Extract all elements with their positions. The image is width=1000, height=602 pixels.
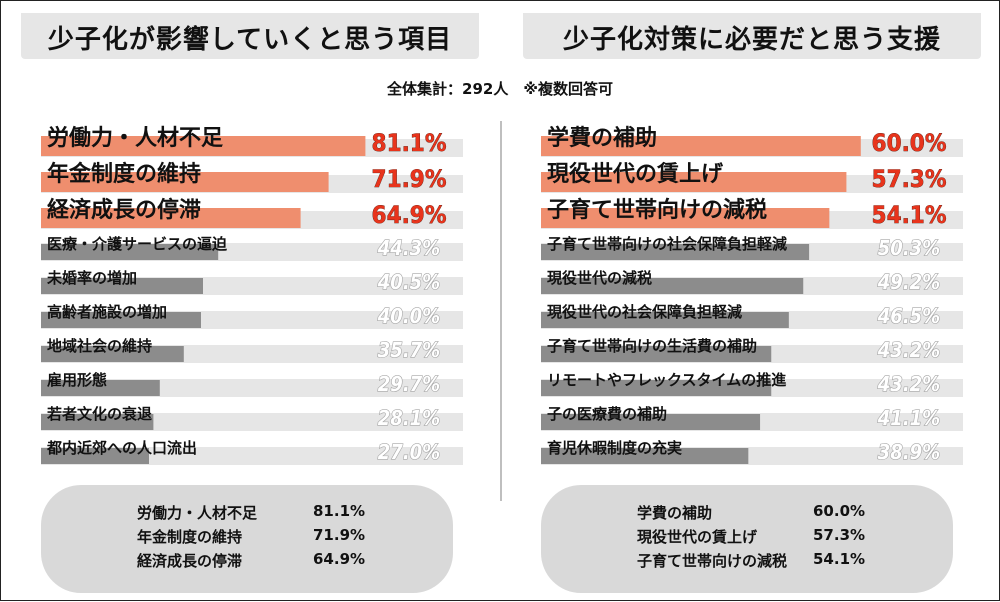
category-label: 若者文化の衰退 <box>46 405 152 423</box>
left-summary-label: 労働力・人材不足 <box>137 504 258 522</box>
bar <box>541 278 804 294</box>
category-label: 子育て世帯向けの社会保障負担軽減 <box>547 235 787 253</box>
category-label: 子の医療費の補助 <box>547 405 667 423</box>
right-summary-label: 学費の補助 <box>637 504 713 522</box>
value-label: 27.0% <box>378 440 440 464</box>
bar <box>41 346 184 362</box>
panel-divider <box>500 121 502 501</box>
value-label: 44.3% <box>377 236 440 260</box>
left-summary-row: 経済成長の停滞 64.9% <box>137 550 417 570</box>
category-label: 現役世代の賃上げ <box>547 162 724 187</box>
right-summary-row: 現役世代の賃上げ 57.3% <box>637 526 917 546</box>
category-label: 年金制度の維持 <box>47 161 201 187</box>
bar <box>541 244 810 260</box>
category-label: リモートやフレックスタイムの推進 <box>547 371 787 389</box>
right-summary-label: 現役世代の賃上げ <box>637 528 758 546</box>
bar <box>541 346 772 362</box>
category-label: 子育て世帯向けの生活費の補助 <box>547 337 757 355</box>
left-summary-label: 経済成長の停滞 <box>137 552 243 570</box>
left-summary-value: 71.9% <box>313 526 366 544</box>
value-label: 28.1% <box>378 406 440 430</box>
value-label: 43.2% <box>877 372 940 396</box>
right-summary-row: 子育て世帯向けの減税 54.1% <box>637 550 917 570</box>
right-summary-value: 54.1% <box>813 550 866 568</box>
bar <box>41 278 203 294</box>
survey-note: 全体集計：292人 ※複数回答可 <box>387 80 613 98</box>
value-label: 46.5% <box>877 304 940 328</box>
right-summary-value: 60.0% <box>813 502 866 520</box>
left-summary-row: 年金制度の維持 71.9% <box>137 526 417 546</box>
category-label: 未婚率の増加 <box>46 269 137 287</box>
bar <box>41 448 149 464</box>
right-panel-title-text: 少子化対策に必要だと思う支援 <box>562 25 941 55</box>
left-summary-label: 年金制度の維持 <box>137 528 243 546</box>
right-summary-box: 学費の補助 60.0% 現役世代の賃上げ 57.3% 子育て世帯向けの減税 54.1% <box>541 485 953 593</box>
value-label: 54.1% <box>872 201 947 229</box>
value-label: 40.5% <box>377 270 440 294</box>
value-label: 81.1% <box>372 129 447 157</box>
left-panel-title-text: 少子化が影響していくと思う項目 <box>47 25 453 55</box>
category-label: 地域社会の維持 <box>47 337 152 355</box>
value-label: 71.9% <box>372 165 447 193</box>
bar <box>41 414 154 430</box>
bar <box>41 244 219 260</box>
bar <box>541 414 761 430</box>
bar <box>541 448 749 464</box>
category-label: 労働力・人材不足 <box>47 125 223 151</box>
bar <box>541 380 772 396</box>
bar <box>541 172 847 192</box>
bar <box>41 380 160 396</box>
value-label: 57.3% <box>872 165 947 193</box>
value-label: 49.2% <box>877 270 940 294</box>
value-label: 43.2% <box>877 338 940 362</box>
category-label: 雇用形態 <box>47 371 107 389</box>
left-panel-title: 少子化が影響していくと思う項目 <box>21 13 479 59</box>
value-label: 38.9% <box>878 440 940 464</box>
value-label: 35.7% <box>378 338 440 362</box>
value-label: 41.1% <box>877 406 940 430</box>
bar <box>541 136 861 156</box>
bar <box>541 312 789 328</box>
value-label: 60.0% <box>872 129 947 157</box>
category-label: 現役世代の社会保障負担軽減 <box>547 303 742 321</box>
left-summary-value: 64.9% <box>313 550 366 568</box>
value-label: 40.0% <box>377 304 440 328</box>
bar <box>41 172 329 192</box>
left-summary-value: 81.1% <box>313 502 366 520</box>
right-summary-row: 学費の補助 60.0% <box>637 502 917 522</box>
category-label: 学費の補助 <box>547 125 657 151</box>
value-label: 50.3% <box>878 236 940 260</box>
category-label: 経済成長の停滞 <box>47 197 201 223</box>
value-label: 64.9% <box>372 201 447 229</box>
bar <box>541 208 830 228</box>
left-summary-row: 労働力・人材不足 81.1% <box>137 502 417 522</box>
right-panel-title: 少子化対策に必要だと思う支援 <box>523 13 981 59</box>
category-label: 現役世代の減税 <box>547 269 652 287</box>
value-label: 29.7% <box>378 372 440 396</box>
category-label: 育児休暇制度の充実 <box>547 439 682 457</box>
bar <box>41 208 301 228</box>
right-summary-label: 子育て世帯向けの減税 <box>637 552 788 570</box>
left-summary-box: 労働力・人材不足 81.1% 年金制度の維持 71.9% 経済成長の停滞 64.9% <box>41 485 453 593</box>
category-label: 高齢者施設の増加 <box>47 303 167 321</box>
category-label: 子育て世帯向けの減税 <box>547 197 767 223</box>
category-label: 都内近郊への人口流出 <box>46 439 197 457</box>
bar <box>41 136 366 156</box>
right-summary-value: 57.3% <box>813 526 866 544</box>
category-label: 医療・介護サービスの逼迫 <box>47 235 228 253</box>
bar <box>41 312 201 328</box>
